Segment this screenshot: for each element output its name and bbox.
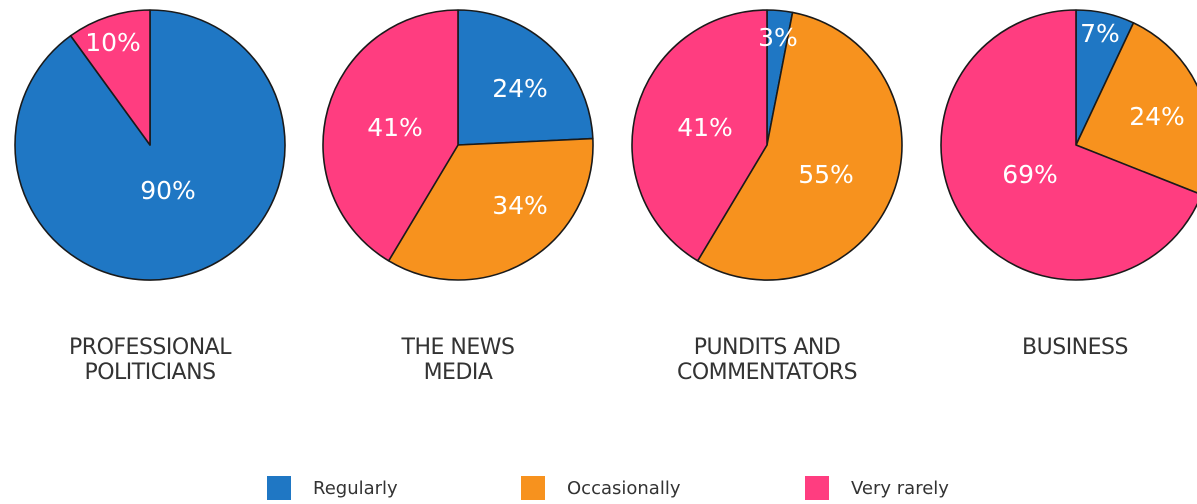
pie-label-pundits-and-commentators-occasionally: 55% [798, 160, 854, 189]
pie-slice-the-news-media-very-rarely [322, 9, 459, 262]
pie-caption-1-line-1: PROFESSIONAL [69, 335, 231, 360]
pie-slice-business-very-rarely [940, 9, 1197, 281]
pie-caption-2-line-2: MEDIA [423, 360, 493, 385]
pie-caption-4-line-1: BUSINESS [1022, 335, 1128, 360]
pie-caption-3: PUNDITS AND COMMENTATORS [617, 335, 917, 385]
pie-label-the-news-media-very-rarely: 41% [367, 113, 423, 142]
pie-label-pundits-and-commentators-very-rarely: 41% [677, 113, 733, 142]
pie-slice-pundits-and-commentators-occasionally [696, 11, 903, 281]
legend-label-very-rarely: Very rarely [851, 477, 949, 499]
pie-label-business-very-rarely: 69% [1002, 160, 1058, 189]
pie-caption-3-line-1: PUNDITS AND [693, 335, 841, 360]
pie-caption-1: PROFESSIONAL POLITICIANS [0, 335, 300, 385]
legend-item-regularly: Regularly [267, 474, 398, 502]
pie-caption-2: THE NEWS MEDIA [308, 335, 608, 385]
pie-label-the-news-media-occasionally: 34% [492, 191, 548, 220]
legend-item-very-rarely: Very rarely [805, 474, 949, 502]
legend-item-occasionally: Occasionally [521, 474, 680, 502]
legend-swatch-regularly [267, 476, 291, 500]
pie-slice-the-news-media-regularly [457, 9, 594, 146]
pie-label-business-occasionally: 24% [1129, 102, 1185, 131]
pie-caption-2-line-1: THE NEWS [401, 335, 515, 360]
pie-caption-1-line-2: POLITICIANS [84, 360, 216, 385]
legend-label-regularly: Regularly [313, 477, 398, 499]
pie-caption-4: BUSINESS [925, 335, 1197, 360]
pie-label-pundits-and-commentators-regularly: 3% [758, 23, 798, 52]
pie-slice-professional-politicians-very-rarely [69, 9, 151, 146]
pie-slice-the-news-media-occasionally [387, 137, 594, 281]
legend-swatch-very-rarely [805, 476, 829, 500]
pie-label-professional-politicians-regularly: 90% [140, 176, 196, 205]
pie-label-business-regularly: 7% [1080, 19, 1120, 48]
legend-swatch-occasionally [521, 476, 545, 500]
pie-slice-pundits-and-commentators-very-rarely [631, 9, 768, 262]
pie-label-the-news-media-regularly: 24% [492, 74, 548, 103]
legend-label-occasionally: Occasionally [567, 477, 681, 499]
pie-caption-3-line-2: COMMENTATORS [676, 360, 858, 385]
pie-label-professional-politicians-very-rarely: 10% [85, 28, 141, 57]
pie-slice-business-occasionally [1075, 22, 1197, 194]
